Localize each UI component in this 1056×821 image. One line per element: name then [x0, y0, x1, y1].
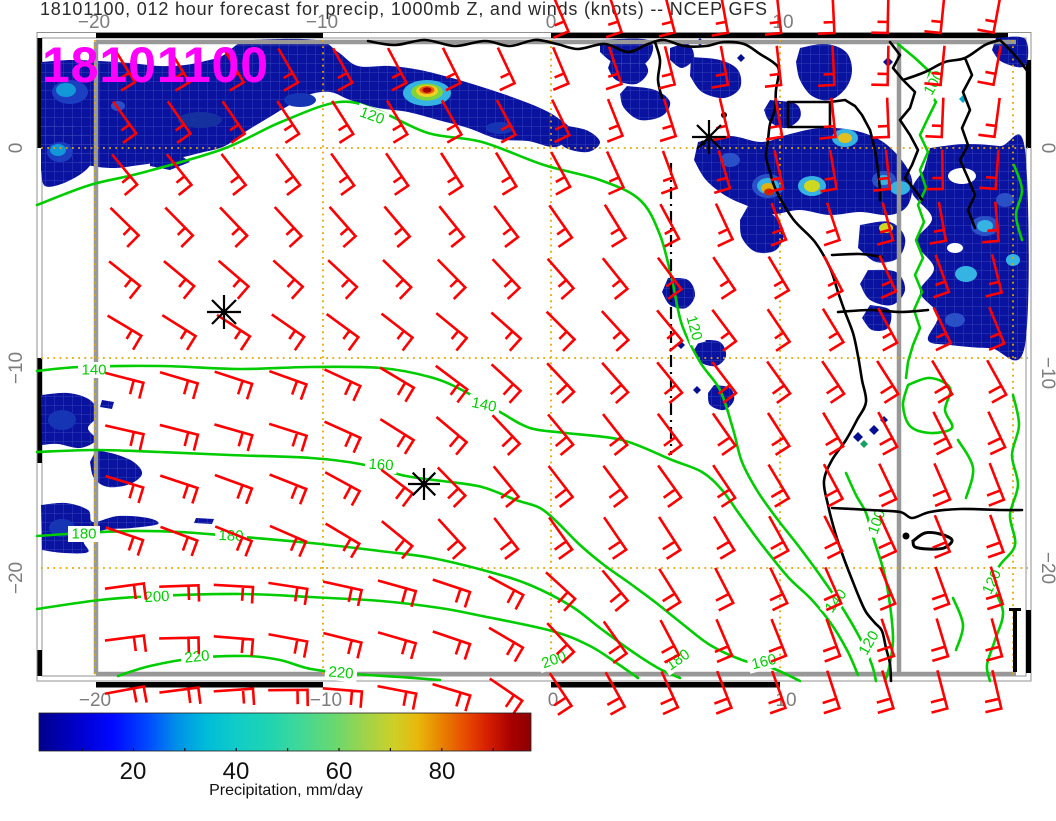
svg-text:−10: −10	[306, 12, 338, 33]
svg-text:160: 160	[368, 456, 394, 475]
svg-text:200: 200	[144, 588, 170, 606]
svg-text:60: 60	[326, 758, 353, 785]
svg-text:220: 220	[184, 647, 211, 667]
svg-text:220: 220	[328, 663, 354, 682]
svg-text:140: 140	[81, 362, 106, 379]
svg-text:−10: −10	[6, 352, 27, 384]
svg-text:120: 120	[683, 314, 706, 343]
svg-text:18101100: 18101100	[42, 37, 268, 93]
svg-text:80: 80	[429, 758, 456, 785]
svg-text:−20: −20	[78, 12, 110, 33]
svg-text:0: 0	[548, 690, 559, 711]
svg-text:−10: −10	[1037, 357, 1056, 389]
svg-text:0: 0	[6, 143, 27, 154]
svg-text:160: 160	[750, 651, 778, 674]
svg-text:180: 180	[71, 526, 96, 543]
svg-text:20: 20	[120, 758, 147, 785]
svg-text:40: 40	[223, 758, 250, 785]
svg-text:−20: −20	[79, 690, 111, 711]
svg-text:140: 140	[470, 394, 498, 416]
svg-text:−20: −20	[6, 562, 27, 594]
svg-text:0: 0	[546, 12, 557, 33]
svg-text:Precipitation, mm/day: Precipitation, mm/day	[209, 782, 363, 799]
svg-text:18101100, 012 hour forecast fo: 18101100, 012 hour forecast for precip, …	[40, 0, 768, 19]
svg-text:−10: −10	[310, 690, 342, 711]
svg-text:−20: −20	[1037, 552, 1056, 584]
svg-text:10: 10	[772, 12, 793, 33]
svg-text:0: 0	[1037, 143, 1056, 154]
